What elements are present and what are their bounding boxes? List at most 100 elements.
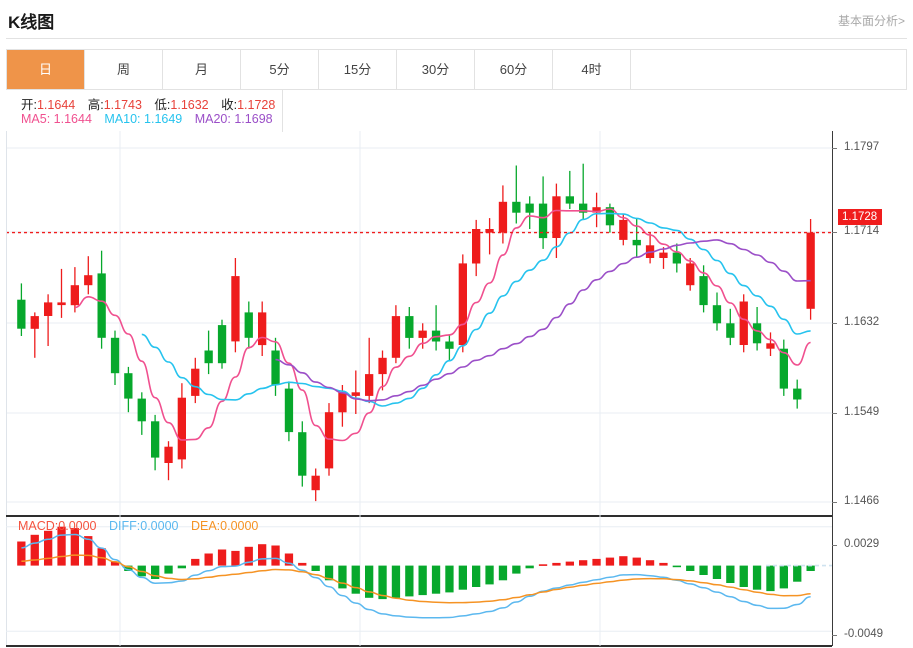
macd-bar: [405, 565, 414, 597]
price-axis-label: 1.1632: [844, 316, 880, 328]
candle-body: [30, 316, 39, 329]
candle-body: [191, 368, 200, 396]
tab-周[interactable]: 周: [85, 50, 163, 89]
candle-body: [405, 316, 414, 338]
panel-separator-top: [6, 515, 832, 517]
candlestick-canvas[interactable]: [6, 131, 907, 512]
price-axis-label: 1.1549: [844, 406, 880, 418]
candle-body: [177, 397, 186, 460]
candle-body: [365, 374, 374, 396]
ma5-value: 1.1644: [53, 112, 92, 126]
macd-bar: [338, 565, 347, 589]
low-value: 1.1632: [170, 98, 209, 112]
ma10-line: [141, 212, 811, 407]
tab-月[interactable]: 月: [163, 50, 241, 89]
ma20-value: 1.1698: [234, 112, 273, 126]
macd-bar: [191, 558, 200, 566]
candle-body: [110, 337, 120, 374]
macd-bar: [57, 526, 66, 566]
candle-body: [311, 475, 320, 491]
macd-bar: [391, 565, 401, 598]
price-chart-panel[interactable]: [6, 131, 907, 512]
ma-row: MA5: 1.1644 MA10: 1.1649 MA20: 1.1698: [21, 112, 273, 126]
macd-bar: [686, 565, 695, 571]
candle-body: [538, 203, 548, 239]
macd-bar: [258, 544, 267, 566]
macd-bar: [151, 565, 160, 579]
candle-body: [659, 252, 668, 258]
tab-5分[interactable]: 5分: [241, 50, 319, 89]
candle-body: [806, 232, 815, 309]
fundamental-analysis-link[interactable]: 基本面分析>: [837, 14, 905, 28]
macd-bar: [579, 560, 588, 566]
macd-bar: [231, 550, 240, 566]
macd-bar: [30, 534, 39, 566]
macd-bar: [177, 565, 186, 569]
macd-bar: [298, 562, 307, 566]
open-label: 开:: [21, 98, 37, 112]
open-value: 1.1644: [36, 98, 76, 112]
macd-legend: MACD:0.0000 DIFF:0.0000 DEA:0.0000: [18, 519, 258, 533]
macd-bar: [498, 565, 508, 581]
high-value: 1.1743: [103, 98, 142, 112]
candle-body: [712, 305, 722, 324]
tab-15分[interactable]: 15分: [319, 50, 397, 89]
price-axis-label: 1.1797: [844, 141, 880, 153]
ma5-line: [74, 208, 811, 442]
ma10-label: MA10:: [104, 112, 141, 126]
chart-left-border: [6, 131, 7, 646]
page-header: K线图 基本面分析>: [0, 0, 913, 38]
ma20-line: [275, 239, 811, 402]
macd-bar: [766, 565, 775, 592]
macd-bar: [645, 560, 655, 566]
macd-bar: [271, 545, 280, 566]
candle-body: [244, 312, 253, 338]
macd-bar: [84, 536, 93, 566]
candle-body: [351, 392, 360, 396]
tab-4时[interactable]: 4时: [553, 50, 631, 89]
macd-bar: [217, 549, 227, 566]
candle-body: [44, 302, 53, 316]
macd-bar: [672, 565, 681, 568]
tab-30分[interactable]: 30分: [397, 50, 475, 89]
macd-bar: [592, 558, 601, 566]
current-price-badge: 1.1728: [838, 209, 883, 225]
tab-60分[interactable]: 60分: [475, 50, 553, 89]
low-label: 低:: [154, 98, 171, 112]
macd-bar: [97, 548, 106, 566]
diff-value: 0.0000: [140, 519, 179, 533]
candle-body: [391, 316, 401, 358]
macd-bar: [17, 541, 26, 566]
candle-body: [445, 341, 454, 349]
candle-body: [97, 273, 106, 338]
macd-chart-panel[interactable]: [6, 512, 907, 646]
macd-axis-label: 0.0029: [844, 538, 880, 550]
y-axis-divider: [832, 131, 833, 646]
macd-bar: [378, 565, 387, 600]
macd-canvas[interactable]: [6, 512, 907, 646]
macd-bar: [70, 528, 79, 566]
candle-body: [271, 350, 280, 385]
info-box-divider: [282, 90, 283, 132]
panel-separator-bottom: [6, 645, 832, 647]
macd-bar: [164, 565, 173, 574]
timeframe-tabs: 日周月 5分 15分 30分 60分 4时: [6, 49, 907, 90]
tab-日[interactable]: 日: [7, 50, 85, 89]
macd-bar: [699, 565, 708, 575]
candle-body: [485, 229, 494, 233]
macd-axis-label: -0.0049: [844, 628, 884, 640]
candle-body: [498, 201, 508, 233]
candle-body: [378, 357, 387, 375]
macd-axis-tick: [832, 635, 837, 636]
tab-filler: [631, 50, 906, 89]
candle-body: [57, 302, 66, 306]
macd-bar: [632, 557, 641, 566]
macd-bar: [445, 565, 454, 593]
price-axis-tick: [832, 323, 837, 324]
macd-bar: [485, 565, 494, 585]
macd-bar: [458, 565, 467, 590]
candle-body: [672, 252, 681, 264]
ma20-label: MA20:: [194, 112, 231, 126]
macd-bar: [659, 562, 668, 566]
ma5-label: MA5:: [21, 112, 51, 126]
